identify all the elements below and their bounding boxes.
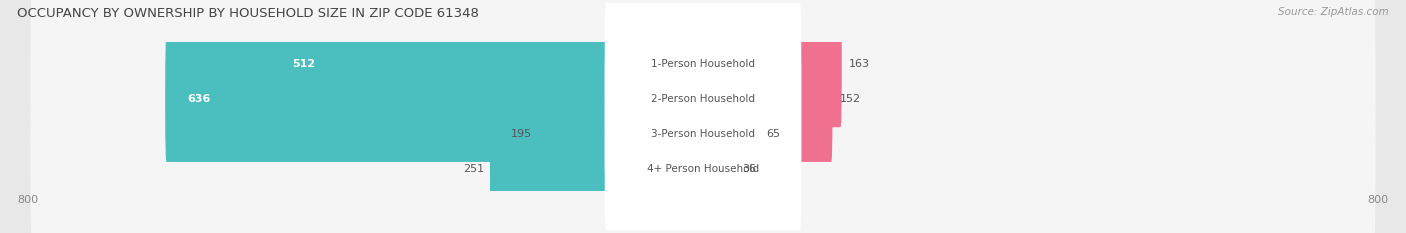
FancyBboxPatch shape <box>702 36 832 162</box>
FancyBboxPatch shape <box>31 0 1375 149</box>
FancyBboxPatch shape <box>31 14 1375 184</box>
Text: 3-Person Household: 3-Person Household <box>651 129 755 139</box>
FancyBboxPatch shape <box>166 36 704 162</box>
FancyBboxPatch shape <box>605 38 801 161</box>
FancyBboxPatch shape <box>31 49 1375 219</box>
FancyBboxPatch shape <box>270 2 704 127</box>
Text: 36: 36 <box>742 164 756 174</box>
FancyBboxPatch shape <box>702 106 734 231</box>
Text: 636: 636 <box>187 94 211 104</box>
FancyBboxPatch shape <box>605 107 801 230</box>
Text: 163: 163 <box>849 59 870 69</box>
FancyBboxPatch shape <box>702 71 759 197</box>
Text: 1-Person Household: 1-Person Household <box>651 59 755 69</box>
FancyBboxPatch shape <box>31 84 1375 233</box>
Text: OCCUPANCY BY OWNERSHIP BY HOUSEHOLD SIZE IN ZIP CODE 61348: OCCUPANCY BY OWNERSHIP BY HOUSEHOLD SIZE… <box>17 7 479 20</box>
Text: 195: 195 <box>510 129 531 139</box>
FancyBboxPatch shape <box>537 71 704 197</box>
FancyBboxPatch shape <box>605 72 801 195</box>
Text: 152: 152 <box>839 94 860 104</box>
Text: 251: 251 <box>464 164 485 174</box>
Text: 2-Person Household: 2-Person Household <box>651 94 755 104</box>
Text: 512: 512 <box>292 59 315 69</box>
FancyBboxPatch shape <box>491 106 704 231</box>
Text: Source: ZipAtlas.com: Source: ZipAtlas.com <box>1278 7 1389 17</box>
Text: 65: 65 <box>766 129 780 139</box>
FancyBboxPatch shape <box>702 2 842 127</box>
FancyBboxPatch shape <box>605 3 801 126</box>
Text: 4+ Person Household: 4+ Person Household <box>647 164 759 174</box>
